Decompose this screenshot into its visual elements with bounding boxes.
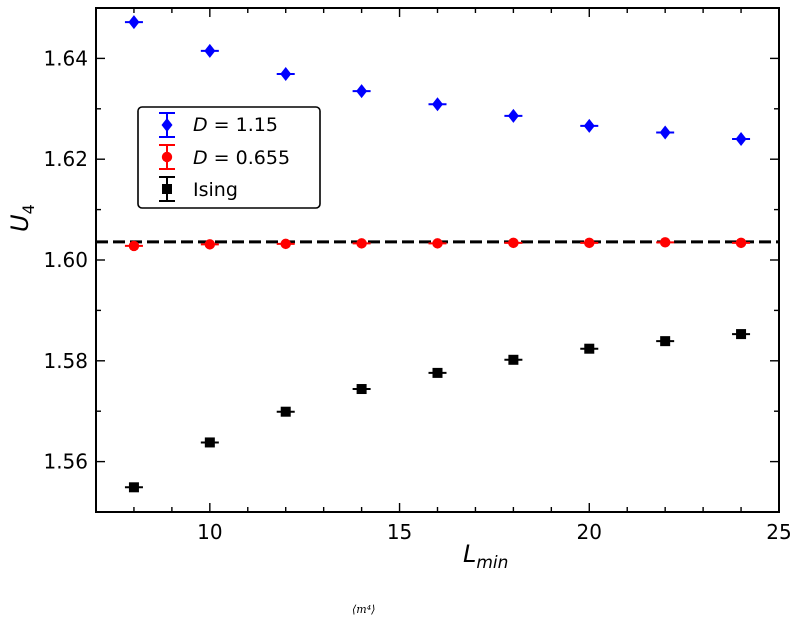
x-tick-label-15: 15 bbox=[387, 520, 412, 544]
y-tick-label-1.56: 1.56 bbox=[43, 450, 88, 474]
series-2 bbox=[124, 237, 751, 252]
series-1 bbox=[124, 15, 751, 147]
legend-box bbox=[137, 106, 321, 209]
y-tick-label-1.62: 1.62 bbox=[43, 147, 88, 171]
axis-tick-labels: 10 15 20 25 1.56 1.58 1.60 1.62 1.64 bbox=[43, 46, 791, 544]
caption-fragment: ⟨m⁴⟩ bbox=[352, 603, 376, 616]
y-tick-label-1.60: 1.60 bbox=[43, 248, 88, 272]
data-series bbox=[124, 15, 751, 493]
series-3 bbox=[124, 329, 751, 493]
x-axis-label: Lmin bbox=[463, 540, 508, 573]
legend-label-d115-var: D bbox=[193, 114, 208, 136]
data-point-s1-8 bbox=[128, 15, 140, 30]
y-tick-label-1.58: 1.58 bbox=[43, 349, 88, 373]
legend-marker-3 bbox=[162, 184, 172, 194]
data-point-s3-18 bbox=[508, 354, 519, 365]
data-point-s2-10 bbox=[204, 239, 216, 250]
y-axis-label: U4 bbox=[6, 204, 38, 232]
data-point-s2-14 bbox=[356, 238, 367, 249]
data-point-s1-20 bbox=[583, 118, 595, 133]
legend-label-d0655: D = 0.655 bbox=[193, 147, 290, 169]
data-point-s1-12 bbox=[280, 67, 292, 82]
data-point-s2-16 bbox=[432, 238, 443, 249]
data-point-s3-8 bbox=[128, 482, 139, 493]
data-point-s1-22 bbox=[659, 125, 671, 140]
data-point-s2-24 bbox=[735, 237, 747, 249]
data-point-s3-20 bbox=[584, 343, 595, 354]
x-axis-label-main: L bbox=[463, 540, 476, 568]
plot-border bbox=[95, 7, 780, 513]
legend-label-ising: Ising bbox=[193, 179, 238, 201]
legend-label-d115-value: = 1.15 bbox=[208, 114, 278, 136]
data-point-s3-24 bbox=[736, 329, 747, 340]
data-point-s2-12 bbox=[280, 238, 291, 250]
y-tick-label-1.64: 1.64 bbox=[43, 46, 88, 70]
axis-ticks bbox=[96, 7, 780, 512]
data-point-s3-14 bbox=[356, 384, 367, 395]
legend-marker-2 bbox=[161, 151, 173, 163]
data-point-s3-12 bbox=[280, 406, 291, 417]
legend-label-d115: D = 1.15 bbox=[193, 114, 278, 136]
data-point-s3-22 bbox=[660, 336, 671, 347]
y-axis-label-main: U bbox=[6, 214, 34, 232]
plot-frame bbox=[95, 7, 780, 513]
legend: D = 1.15 D = 0.655 Ising bbox=[137, 106, 321, 209]
x-tick-label-20: 20 bbox=[577, 520, 602, 544]
data-point-s2-22 bbox=[659, 237, 671, 248]
data-point-s2-18 bbox=[508, 237, 519, 249]
x-tick-label-25: 25 bbox=[766, 520, 791, 544]
data-point-s1-24 bbox=[735, 132, 747, 147]
legend-marker-1 bbox=[161, 118, 173, 132]
data-point-s1-14 bbox=[356, 84, 368, 99]
data-point-s3-16 bbox=[432, 367, 443, 378]
data-point-s3-10 bbox=[204, 437, 215, 448]
data-point-s1-18 bbox=[507, 108, 519, 123]
data-point-s2-8 bbox=[128, 240, 140, 252]
data-point-s1-16 bbox=[432, 97, 443, 112]
x-axis-label-sub: min bbox=[476, 553, 508, 573]
legend-label-d0655-value: = 0.655 bbox=[208, 147, 290, 169]
y-axis-label-sub: 4 bbox=[19, 204, 38, 214]
x-tick-label-10: 10 bbox=[197, 520, 222, 544]
legend-label-d0655-var: D bbox=[193, 147, 208, 169]
legend-handles bbox=[159, 112, 175, 202]
data-point-s1-10 bbox=[204, 43, 216, 58]
data-point-s2-20 bbox=[584, 237, 595, 249]
